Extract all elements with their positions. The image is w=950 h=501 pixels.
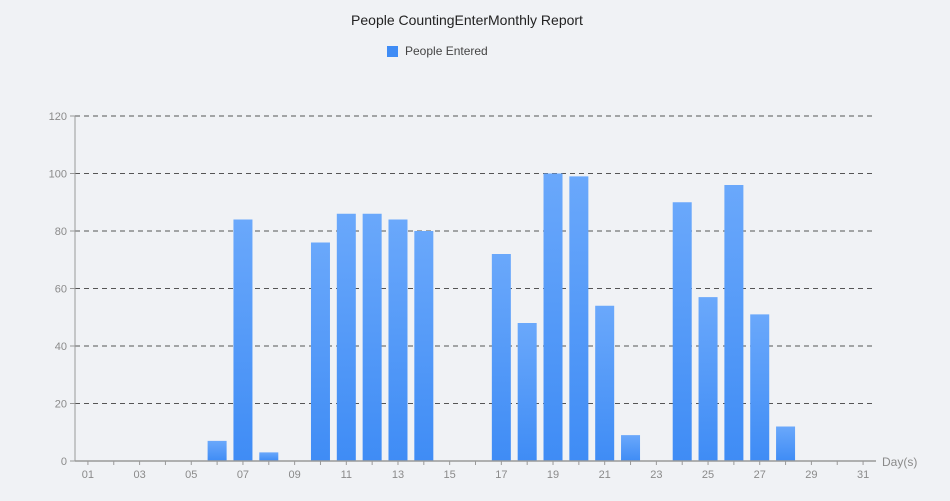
y-tick-label-0: 0 bbox=[61, 456, 67, 468]
bar-day-24[interactable] bbox=[672, 202, 692, 461]
bar-day-25[interactable] bbox=[698, 297, 718, 461]
y-tick-label-20: 20 bbox=[55, 399, 67, 411]
bar-day-28[interactable] bbox=[776, 426, 796, 462]
y-tick-label-40: 40 bbox=[55, 341, 67, 353]
x-tick-label-25: 25 bbox=[702, 469, 714, 481]
x-tick-label-19: 19 bbox=[547, 469, 559, 481]
x-tick-label-11: 11 bbox=[341, 469, 352, 481]
bar-day-11[interactable] bbox=[336, 213, 356, 461]
y-tick-label-60: 60 bbox=[55, 284, 67, 296]
bar-day-06[interactable] bbox=[207, 440, 227, 461]
x-tick-label-23: 23 bbox=[650, 469, 662, 481]
bar-day-13[interactable] bbox=[388, 219, 408, 462]
x-tick-label-03: 03 bbox=[133, 469, 145, 481]
bar-day-07[interactable] bbox=[233, 219, 253, 462]
chart-title: People CountingEnterMonthly Report bbox=[351, 12, 583, 28]
x-tick-label-21: 21 bbox=[599, 469, 611, 481]
x-tick-label-29: 29 bbox=[805, 469, 817, 481]
y-tick-label-100: 100 bbox=[49, 169, 67, 181]
x-tick-label-27: 27 bbox=[754, 469, 766, 481]
x-tick-label-05: 05 bbox=[185, 469, 197, 481]
bar-day-19[interactable] bbox=[543, 173, 563, 462]
bar-day-17[interactable] bbox=[491, 254, 511, 461]
legend-label-people-entered: People Entered bbox=[405, 44, 488, 58]
y-tick-label-80: 80 bbox=[55, 226, 67, 238]
bar-day-20[interactable] bbox=[569, 176, 589, 461]
bar-day-10[interactable] bbox=[310, 242, 330, 462]
bar-day-14[interactable] bbox=[414, 231, 434, 461]
y-tick-label-120: 120 bbox=[49, 111, 67, 123]
x-tick-label-07: 07 bbox=[237, 469, 249, 481]
bar-day-08[interactable] bbox=[259, 452, 279, 461]
bar-day-21[interactable] bbox=[595, 305, 615, 461]
bar-day-22[interactable] bbox=[621, 435, 641, 461]
bar-day-12[interactable] bbox=[362, 213, 382, 461]
bar-day-26[interactable] bbox=[724, 185, 744, 461]
x-axis-label: Day(s) bbox=[882, 455, 917, 469]
bar-day-18[interactable] bbox=[517, 323, 537, 461]
x-tick-label-17: 17 bbox=[495, 469, 507, 481]
x-tick-label-13: 13 bbox=[392, 469, 404, 481]
chart-legend[interactable]: People Entered bbox=[387, 44, 488, 58]
x-tick-label-09: 09 bbox=[289, 469, 301, 481]
x-tick-label-01: 01 bbox=[82, 469, 94, 481]
legend-swatch-people-entered bbox=[387, 45, 398, 57]
x-tick-label-31: 31 bbox=[857, 469, 869, 481]
bar-day-27[interactable] bbox=[750, 314, 770, 461]
x-tick-label-15: 15 bbox=[444, 469, 456, 481]
